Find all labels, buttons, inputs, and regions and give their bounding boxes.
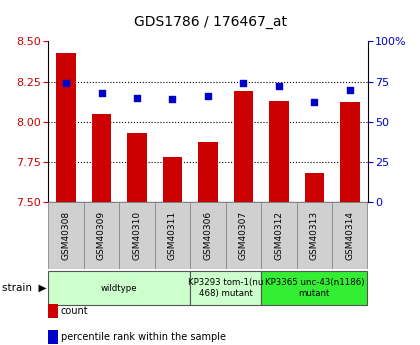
Text: GDS1786 / 176467_at: GDS1786 / 176467_at [134, 15, 286, 29]
Point [134, 95, 140, 100]
Text: GSM40308: GSM40308 [62, 211, 71, 260]
Point [169, 96, 176, 102]
Bar [127, 133, 147, 202]
Bar [155, 202, 190, 269]
Bar [163, 157, 182, 202]
Text: GSM40306: GSM40306 [203, 211, 213, 260]
Bar [261, 202, 297, 269]
Point [346, 87, 353, 92]
Bar [234, 91, 253, 202]
Bar [261, 271, 368, 305]
Text: strain  ▶: strain ▶ [2, 283, 46, 293]
Bar [340, 102, 360, 202]
Bar [304, 173, 324, 202]
Bar [297, 202, 332, 269]
Text: GSM40312: GSM40312 [274, 211, 284, 260]
Bar [84, 202, 119, 269]
Bar [92, 114, 111, 202]
Text: GSM40309: GSM40309 [97, 211, 106, 260]
Text: percentile rank within the sample: percentile rank within the sample [61, 332, 226, 342]
Point [276, 83, 282, 89]
Bar [48, 202, 84, 269]
Point [205, 93, 211, 99]
Bar [190, 271, 261, 305]
Text: count: count [61, 306, 89, 316]
Bar [198, 142, 218, 202]
Text: GSM40310: GSM40310 [132, 211, 142, 260]
Point [63, 80, 69, 86]
Text: GSM40313: GSM40313 [310, 211, 319, 260]
Bar [269, 101, 289, 202]
Text: GSM40307: GSM40307 [239, 211, 248, 260]
Text: GSM40314: GSM40314 [345, 211, 354, 260]
Text: wildtype: wildtype [101, 284, 137, 293]
Bar [48, 271, 190, 305]
Bar [190, 202, 226, 269]
Point [98, 90, 105, 96]
Bar [56, 53, 76, 202]
Bar [332, 202, 368, 269]
Point [311, 100, 318, 105]
Text: GSM40311: GSM40311 [168, 211, 177, 260]
Text: KP3365 unc-43(n1186)
mutant: KP3365 unc-43(n1186) mutant [265, 278, 364, 298]
Bar [119, 202, 155, 269]
Text: KP3293 tom-1(nu
468) mutant: KP3293 tom-1(nu 468) mutant [188, 278, 263, 298]
Bar [226, 202, 261, 269]
Point [240, 80, 247, 86]
